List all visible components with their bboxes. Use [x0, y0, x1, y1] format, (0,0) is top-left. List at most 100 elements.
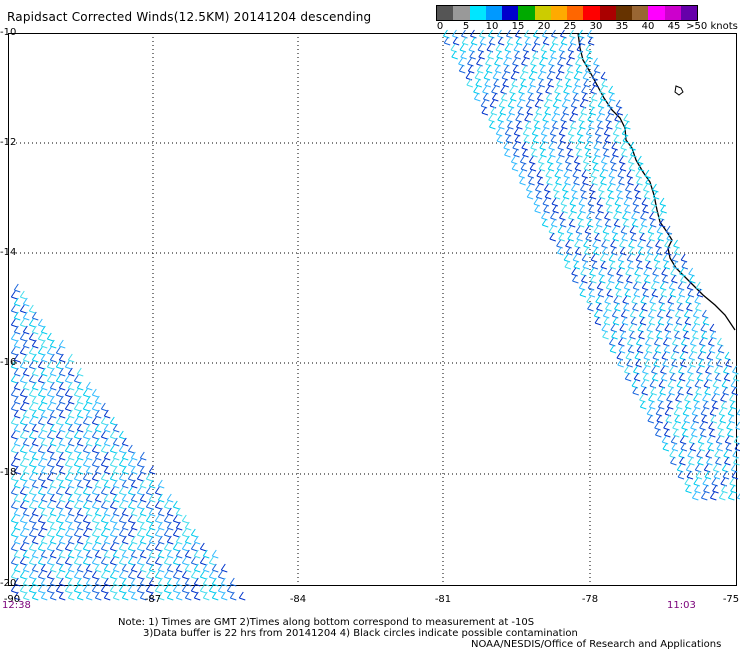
- wind-barb: [597, 120, 604, 130]
- wind-barb: [596, 281, 604, 291]
- wind-barb: [624, 288, 632, 298]
- wind-barb: [690, 344, 698, 354]
- wind-barb: [40, 577, 48, 587]
- wind-barb: [707, 337, 715, 347]
- wind-barb: [627, 176, 634, 186]
- wind-barb: [566, 64, 574, 74]
- wind-barb: [85, 479, 93, 489]
- wind-barb: [636, 260, 644, 270]
- wind-barb: [686, 470, 694, 480]
- wind-barb: [639, 400, 647, 410]
- wind-barb: [577, 218, 585, 228]
- wind-barb: [10, 458, 18, 468]
- wind-barb: [691, 491, 699, 501]
- wind-barb: [648, 316, 656, 326]
- wind-barb: [490, 106, 498, 116]
- wind-barb: [76, 409, 84, 419]
- wind-barb: [674, 330, 681, 340]
- wind-barb: [13, 493, 21, 503]
- wind-barb: [566, 225, 574, 235]
- wind-barb: [58, 395, 66, 405]
- wind-barb: [506, 29, 513, 39]
- wind-barb: [13, 409, 21, 419]
- wind-barb: [575, 141, 582, 151]
- wind-barb: [564, 155, 572, 165]
- wind-barb: [85, 591, 93, 601]
- wind-barb: [576, 43, 584, 53]
- wind-barb: [19, 486, 27, 496]
- wind-barb: [569, 113, 576, 123]
- wind-barb: [660, 372, 668, 382]
- wind-barb: [534, 99, 542, 109]
- wind-barb: [735, 421, 740, 430]
- wind-barb: [703, 463, 711, 473]
- wind-barb: [28, 444, 36, 454]
- wind-barb: [707, 358, 714, 368]
- wind-barb: [594, 148, 601, 158]
- wind-barb: [507, 99, 515, 109]
- wind-barb: [94, 423, 102, 433]
- wind-barb: [148, 507, 156, 517]
- wind-barb: [100, 444, 108, 454]
- wind-barb: [31, 339, 39, 349]
- wind-barb: [184, 549, 192, 559]
- wind-barb: [513, 127, 521, 137]
- wind-barb: [37, 458, 45, 468]
- wind-barb: [546, 176, 553, 186]
- wind-barb: [689, 358, 696, 368]
- wind-barb: [628, 239, 635, 249]
- wind-barb: [55, 500, 63, 510]
- wind-barb: [610, 246, 618, 256]
- wind-barb: [37, 486, 45, 496]
- wind-barb: [199, 584, 207, 594]
- legend-label: 10: [485, 21, 499, 32]
- wind-barb: [623, 281, 631, 291]
- wind-barb: [611, 309, 619, 319]
- wind-barb: [554, 85, 561, 95]
- wind-barb: [695, 386, 702, 396]
- wind-barb: [594, 232, 601, 242]
- wind-barb: [175, 507, 183, 517]
- wind-barb: [729, 400, 737, 410]
- wind-barb: [489, 99, 497, 109]
- wind-barb: [157, 577, 165, 587]
- wind-barb: [226, 584, 234, 594]
- wind-barb: [663, 344, 671, 354]
- wind-barb: [582, 260, 590, 270]
- wind-barb: [510, 155, 518, 165]
- wind-barb: [561, 183, 569, 193]
- wind-barb: [649, 218, 657, 228]
- wind-barb: [46, 374, 54, 384]
- wind-barb: [606, 204, 613, 214]
- wind-barb: [184, 535, 192, 545]
- wind-barb: [653, 274, 660, 284]
- wind-barb: [649, 295, 656, 305]
- wind-barb: [665, 330, 672, 340]
- wind-barb: [49, 577, 57, 587]
- wind-barb: [687, 372, 695, 382]
- wind-barb: [593, 64, 601, 74]
- wind-barb: [647, 414, 655, 424]
- wind-barb: [13, 423, 21, 433]
- wind-barb: [635, 358, 642, 368]
- wind-barb: [121, 507, 129, 517]
- wind-barb: [172, 556, 180, 566]
- wind-barb: [13, 507, 21, 517]
- wind-barb: [633, 372, 641, 382]
- wind-barb: [458, 64, 466, 74]
- wind-barb: [163, 556, 171, 566]
- wind-barb: [530, 57, 537, 67]
- wind-barb: [121, 521, 129, 531]
- wind-barb: [646, 323, 653, 333]
- wind-barb: [100, 570, 108, 580]
- wind-barb: [543, 120, 550, 130]
- wind-barb: [709, 491, 717, 501]
- wind-barb: [596, 113, 603, 123]
- wind-barb: [664, 407, 672, 417]
- wind-barb: [706, 456, 713, 466]
- wind-barb: [694, 295, 701, 305]
- wind-barb: [49, 423, 57, 433]
- wind-barb: [58, 451, 66, 461]
- wind-barb: [130, 479, 138, 489]
- wind-barb: [19, 360, 27, 370]
